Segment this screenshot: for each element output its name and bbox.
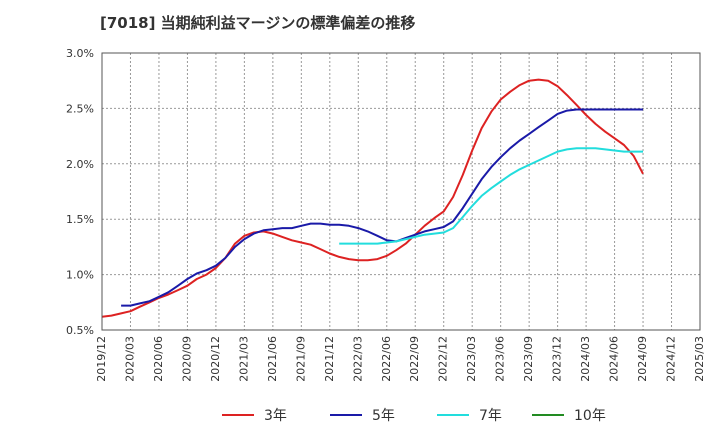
x-tick-label: 2024/06 [608,336,621,382]
x-tick-label: 2021/12 [323,336,336,382]
plot-frame [101,52,701,331]
x-tick-label: 2019/12 [95,336,108,382]
x-tick-label: 2023/06 [494,336,507,382]
series-lines [101,78,644,318]
x-tick-label: 2024/12 [665,336,678,382]
x-tick-label: 2020/06 [152,336,165,382]
legend-label-0: 3年 [264,408,287,424]
x-tick-label: 2024/09 [636,336,649,382]
y-tick-label: 0.5% [66,324,94,337]
x-tick-label: 2023/03 [465,336,478,382]
y-tick-label: 2.5% [66,102,94,115]
x-tick-label: 2022/03 [351,336,364,382]
x-axis-ticks: 2019/12 2020/03 2020/06 2020/09 2020/12 2021/… [95,336,706,382]
legend-label-3: 10年 [574,408,606,424]
x-tick-label: 2021/06 [266,336,279,382]
series-line-1 [121,108,643,307]
y-tick-label: 2.0% [66,158,94,171]
legend: 3年 5年 7年 10年 [222,408,606,424]
x-tick-label: 2022/12 [437,336,450,382]
y-axis-ticks: 0.5% 1.0% 1.5% 2.0% 2.5% 3.0% [66,47,94,337]
x-tick-label: 2020/12 [209,336,222,382]
x-tick-label: 2022/06 [380,336,393,382]
x-tick-label: 2025/03 [693,336,706,382]
x-tick-label: 2021/03 [237,336,250,382]
x-tick-label: 2020/03 [123,336,136,382]
x-tick-label: 2021/09 [294,336,307,382]
x-tick-label: 2022/09 [408,336,421,382]
y-tick-label: 3.0% [66,47,94,60]
x-tick-label: 2023/09 [522,336,535,382]
x-tick-label: 2020/09 [180,336,193,382]
grid [102,53,700,330]
y-tick-label: 1.5% [66,213,94,226]
series-line-0 [101,78,644,318]
x-tick-label: 2023/12 [551,336,564,382]
series-line-2 [339,147,643,245]
legend-label-1: 5年 [372,408,395,424]
legend-label-2: 7年 [479,408,502,424]
chart-title: [7018] 当期純利益マージンの標準偏差の推移 [100,14,416,32]
x-tick-label: 2024/03 [579,336,592,382]
y-tick-label: 1.0% [66,269,94,282]
